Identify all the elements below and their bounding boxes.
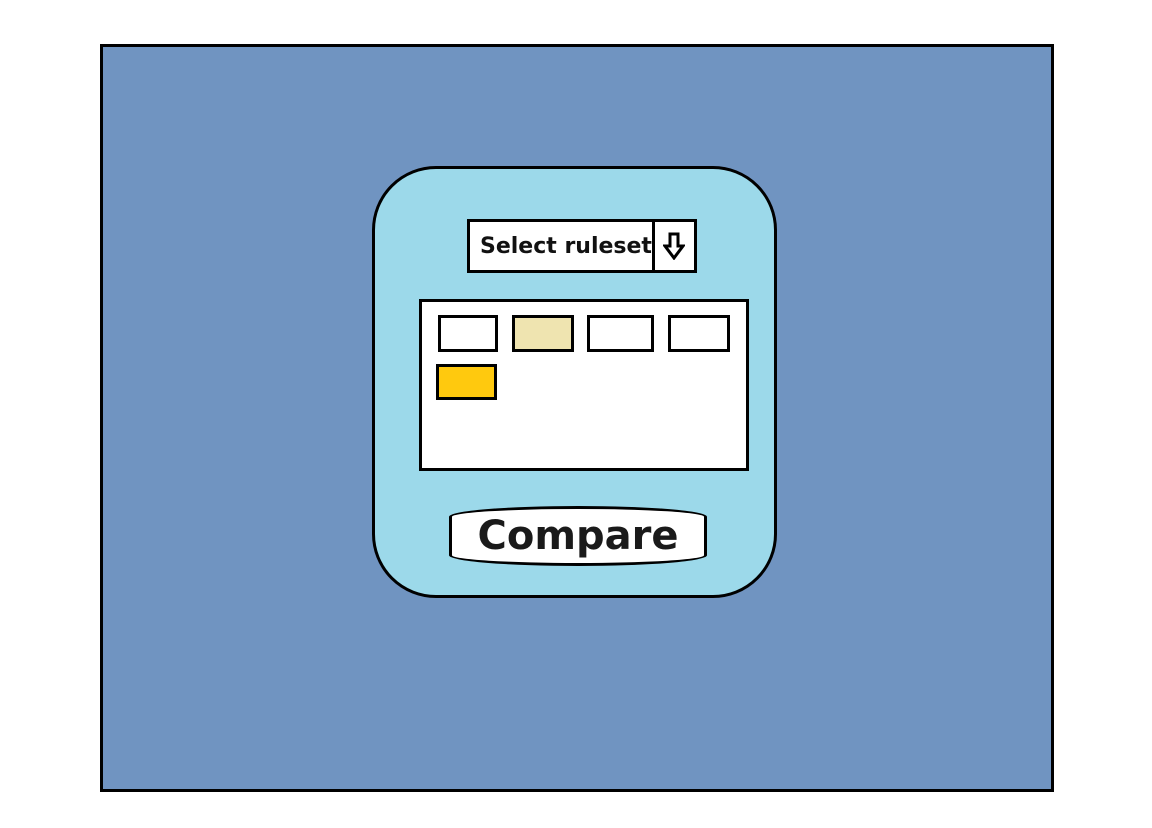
ruleset-dropdown-label: Select ruleset	[480, 233, 652, 259]
down-arrow-icon	[663, 232, 686, 260]
dropdown-toggle-button[interactable]	[651, 222, 694, 270]
rule-item[interactable]	[587, 315, 654, 352]
rule-item[interactable]	[436, 364, 497, 400]
rule-item[interactable]	[668, 315, 730, 352]
rule-item[interactable]	[512, 315, 574, 352]
rule-item[interactable]	[438, 315, 498, 352]
rules-list	[419, 299, 749, 471]
ruleset-dropdown[interactable]: Select ruleset	[467, 219, 697, 273]
compare-button[interactable]: Compare	[449, 506, 707, 566]
